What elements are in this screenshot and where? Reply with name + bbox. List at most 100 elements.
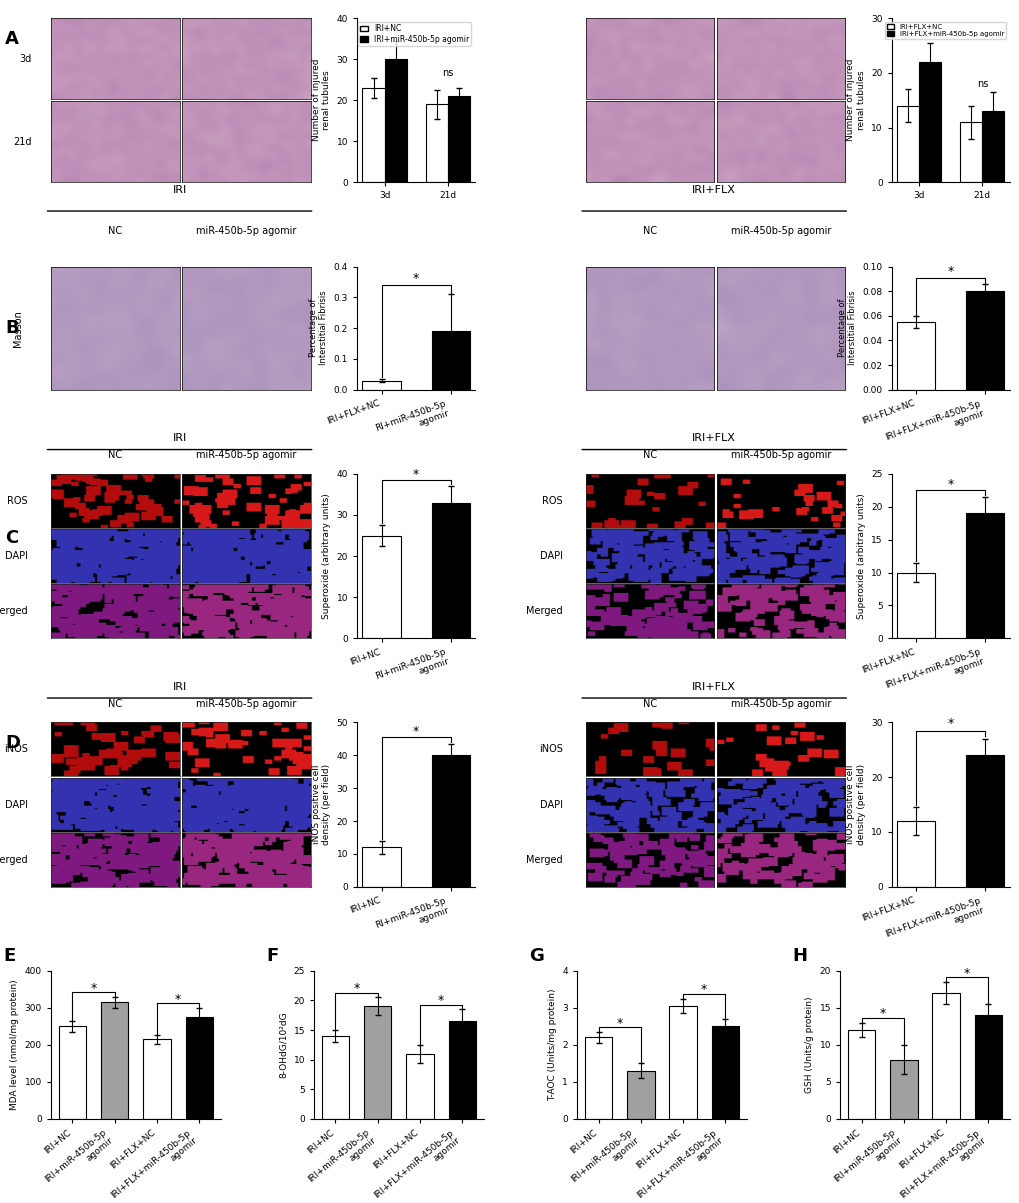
Text: Merged: Merged: [526, 606, 561, 616]
Text: *: *: [615, 1017, 623, 1030]
Text: *: *: [437, 994, 444, 1007]
Legend: IRI+FLX+NC, IRI+FLX+miR-450b-5p agomir: IRI+FLX+NC, IRI+FLX+miR-450b-5p agomir: [884, 22, 1006, 40]
Bar: [362, 380, 400, 390]
Text: *: *: [381, 24, 387, 37]
Text: H: H: [792, 947, 807, 965]
Text: Merged: Merged: [0, 854, 28, 865]
Text: miR-450b-5p agomir: miR-450b-5p agomir: [731, 699, 830, 709]
Text: ns: ns: [976, 78, 987, 89]
Bar: [847, 1030, 874, 1119]
Y-axis label: iNOS positive cell
density (per field): iNOS positive cell density (per field): [846, 764, 865, 846]
Bar: [431, 331, 470, 390]
Text: F: F: [266, 947, 278, 965]
Text: NC: NC: [642, 699, 656, 709]
Y-axis label: T-AOC (Units/mg protein): T-AOC (Units/mg protein): [547, 989, 556, 1101]
Bar: [897, 820, 934, 887]
Text: NC: NC: [108, 699, 122, 709]
Y-axis label: Superoxide (arbitrary units): Superoxide (arbitrary units): [322, 493, 331, 620]
Bar: [890, 1060, 917, 1119]
Bar: [431, 755, 470, 887]
Bar: [447, 96, 470, 183]
Text: ns: ns: [441, 67, 452, 77]
Text: DAPI: DAPI: [539, 551, 561, 561]
Bar: [406, 1054, 433, 1119]
Text: Merged: Merged: [526, 854, 561, 865]
Bar: [384, 59, 407, 183]
Text: ROS: ROS: [7, 496, 28, 506]
Bar: [321, 1036, 348, 1119]
Bar: [897, 322, 934, 390]
Bar: [143, 1039, 170, 1119]
Text: *: *: [413, 272, 419, 285]
Bar: [627, 1071, 654, 1119]
Text: Merged: Merged: [0, 606, 28, 616]
Text: NC: NC: [108, 450, 122, 461]
Bar: [981, 111, 1004, 183]
Text: *: *: [947, 478, 953, 491]
Text: 21d: 21d: [13, 137, 32, 147]
Bar: [974, 1015, 1001, 1119]
Text: *: *: [91, 982, 97, 995]
Y-axis label: Number of injured
renal tubules: Number of injured renal tubules: [312, 59, 331, 142]
Text: *: *: [175, 992, 181, 1006]
Text: E: E: [3, 947, 15, 965]
Text: B: B: [5, 319, 18, 337]
Text: DAPI: DAPI: [539, 800, 561, 810]
Y-axis label: iNOS positive cell
density (per field): iNOS positive cell density (per field): [312, 764, 331, 846]
Text: miR-450b-5p agomir: miR-450b-5p agomir: [731, 226, 830, 236]
Y-axis label: Number of injured
renal tubules: Number of injured renal tubules: [846, 59, 865, 142]
Text: *: *: [878, 1007, 884, 1020]
Text: *: *: [947, 717, 953, 730]
Text: DAPI: DAPI: [5, 551, 28, 561]
Text: D: D: [5, 734, 20, 752]
Bar: [965, 755, 1004, 887]
Text: miR-450b-5p agomir: miR-450b-5p agomir: [196, 699, 297, 709]
Bar: [959, 123, 981, 183]
Text: *: *: [700, 983, 706, 996]
Text: IRI: IRI: [172, 682, 186, 692]
Text: *: *: [963, 967, 969, 979]
Y-axis label: 8-OHdG/10²dG: 8-OHdG/10²dG: [278, 1012, 287, 1078]
Bar: [101, 1002, 128, 1119]
Bar: [897, 106, 918, 183]
Bar: [965, 291, 1004, 390]
Text: miR-450b-5p agomir: miR-450b-5p agomir: [196, 450, 297, 461]
Text: *: *: [915, 28, 921, 40]
Legend: IRI+NC, IRI+miR-450b-5p agomir: IRI+NC, IRI+miR-450b-5p agomir: [358, 22, 471, 46]
Text: *: *: [947, 265, 953, 278]
Y-axis label: Percentage of
Interstitial Fibrisis: Percentage of Interstitial Fibrisis: [837, 291, 856, 366]
Text: *: *: [413, 724, 419, 737]
Y-axis label: GSH (Units/g protein): GSH (Units/g protein): [804, 996, 813, 1094]
Text: G: G: [529, 947, 544, 965]
Text: iNOS: iNOS: [4, 745, 28, 754]
Bar: [965, 514, 1004, 639]
Bar: [362, 847, 400, 887]
Text: IRI: IRI: [172, 433, 186, 444]
Text: *: *: [413, 468, 419, 481]
Text: DAPI: DAPI: [5, 800, 28, 810]
Y-axis label: Superoxide (arbitrary units): Superoxide (arbitrary units): [856, 493, 865, 620]
Text: miR-450b-5p agomir: miR-450b-5p agomir: [196, 226, 297, 236]
Bar: [362, 88, 384, 183]
Text: NC: NC: [642, 226, 656, 236]
Text: *: *: [354, 983, 360, 995]
Bar: [931, 992, 959, 1119]
Bar: [364, 1007, 391, 1119]
Text: A: A: [5, 30, 19, 48]
Text: NC: NC: [642, 450, 656, 461]
Bar: [425, 105, 447, 183]
Bar: [59, 1026, 86, 1119]
Bar: [185, 1017, 213, 1119]
Y-axis label: Percentage of
Interstitial Fibrisis: Percentage of Interstitial Fibrisis: [309, 291, 328, 366]
Bar: [448, 1021, 476, 1119]
Text: C: C: [5, 529, 18, 547]
Text: ROS: ROS: [541, 496, 561, 506]
Bar: [897, 573, 934, 639]
Text: IRI+FLX: IRI+FLX: [692, 184, 736, 195]
Y-axis label: MDA level (nmol/mg protein): MDA level (nmol/mg protein): [10, 979, 19, 1110]
Text: 3d: 3d: [19, 54, 32, 64]
Text: IRI+FLX: IRI+FLX: [692, 682, 736, 692]
Text: IRI: IRI: [172, 184, 186, 195]
Text: miR-450b-5p agomir: miR-450b-5p agomir: [731, 450, 830, 461]
Text: IRI+FLX: IRI+FLX: [692, 433, 736, 444]
